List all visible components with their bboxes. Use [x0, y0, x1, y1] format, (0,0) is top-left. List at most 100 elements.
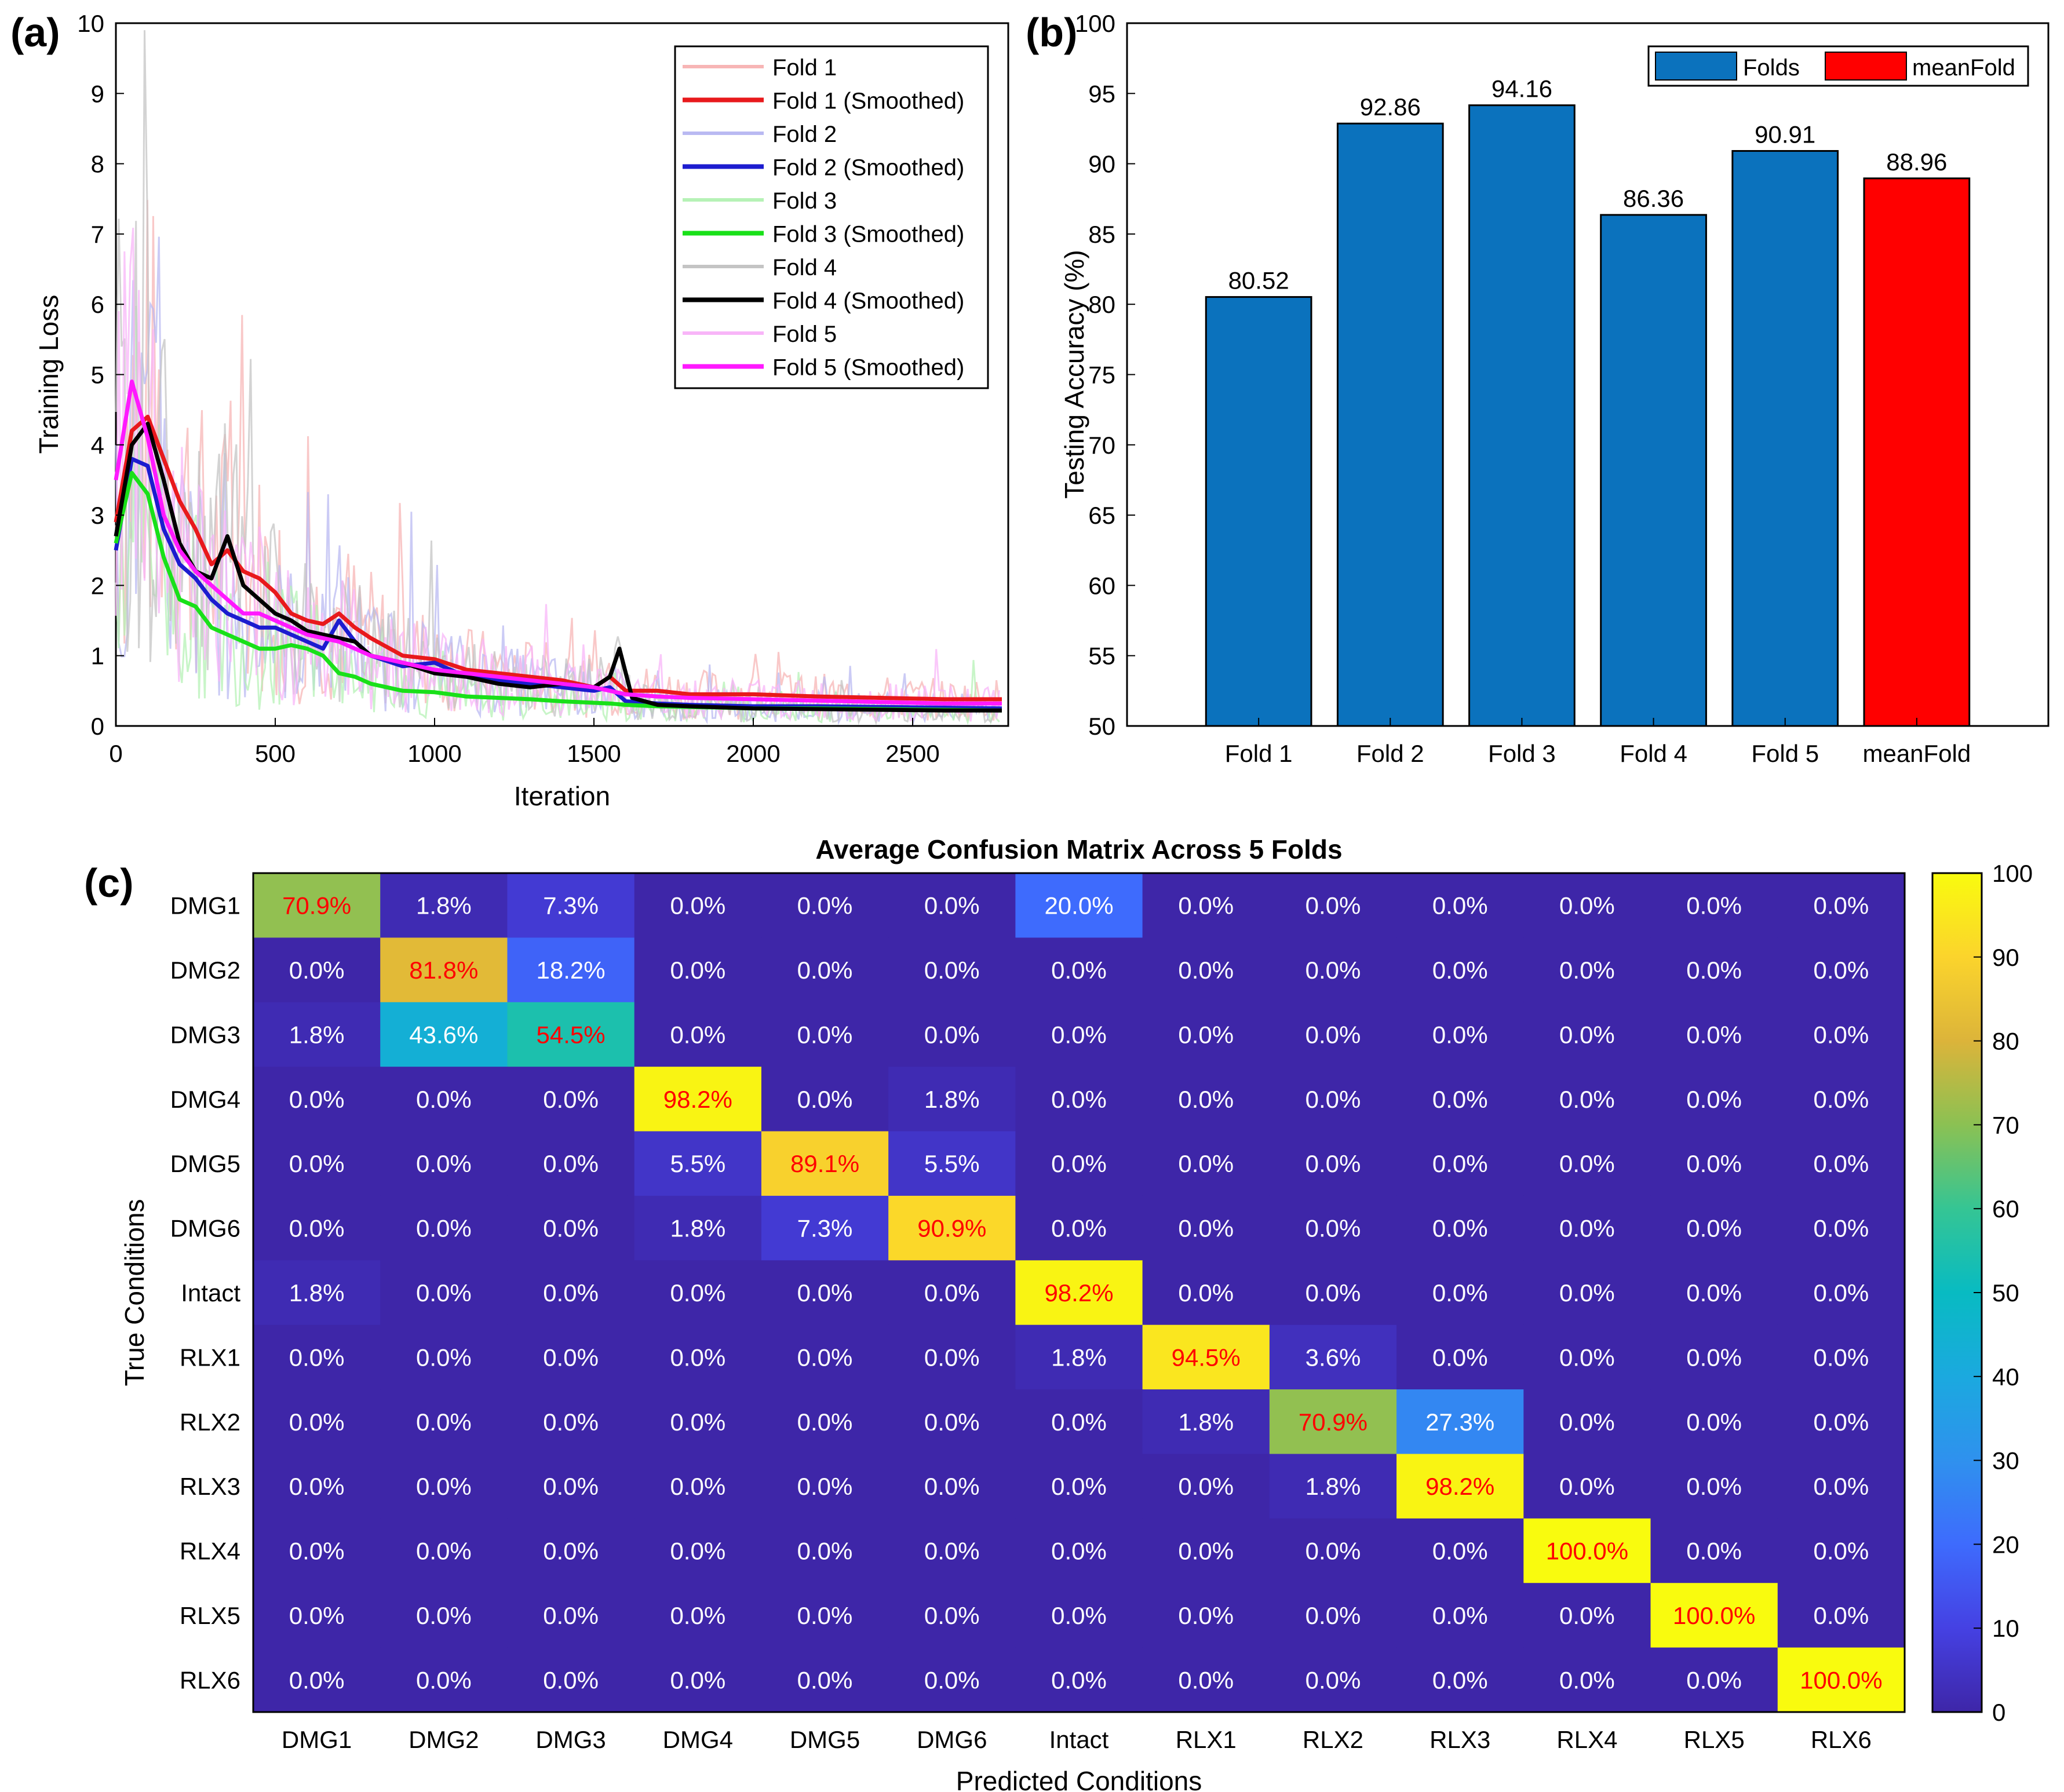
- matrix-cell: [761, 1583, 889, 1648]
- matrix-cell: [1269, 1067, 1397, 1132]
- matrix-cell: [1142, 1583, 1270, 1648]
- raw-trace-fold-5: [115, 227, 1001, 722]
- matrix-cell: [1396, 873, 1524, 938]
- matrix-cell-value: 0.0%: [416, 1408, 472, 1436]
- testing-accuracy-chart: 80.52 92.86 94.16 86.36 90.91 88.96 50 55 60 65 7…: [1059, 10, 2050, 767]
- matrix-cell-value: 0.0%: [1686, 1666, 1742, 1694]
- matrix-cell-value: 0.0%: [543, 1344, 599, 1371]
- matrix-cell: [253, 1195, 381, 1261]
- bar-value-label: 86.36: [1623, 185, 1684, 212]
- matrix-cell: [1142, 1260, 1270, 1326]
- matrix-cell: [507, 1067, 635, 1132]
- y-tick-label: 65: [1088, 502, 1115, 529]
- matrix-cell: [1396, 1389, 1524, 1454]
- matrix-cell: [507, 1454, 635, 1519]
- matrix-cell-value: 0.0%: [289, 1666, 345, 1694]
- matrix-cell-value: 0.0%: [797, 1408, 853, 1436]
- matrix-cell-value: 0.0%: [416, 1602, 472, 1629]
- matrix-cell: [253, 937, 381, 1003]
- testing-accuracy-bars: 80.52 92.86 94.16 86.36 90.91 88.96: [1205, 75, 1971, 727]
- confusion-matrix-colorbar: 0 10 20 30 40 50 60 70 80 90 100: [1931, 860, 2033, 1726]
- matrix-cell-value: 0.0%: [1814, 1473, 1869, 1500]
- matrix-cell: [1015, 1067, 1143, 1132]
- matrix-cell-value: 0.0%: [797, 1279, 853, 1306]
- matrix-cell: [1523, 1454, 1651, 1519]
- smoothed-trace-fold-5: [114, 379, 1002, 706]
- matrix-cell: [1650, 1518, 1778, 1583]
- matrix-cell: [634, 1067, 762, 1132]
- matrix-cell: [1523, 1583, 1651, 1648]
- matrix-cell-value: 0.0%: [797, 1086, 853, 1113]
- matrix-cell-value: 0.0%: [670, 1473, 725, 1500]
- matrix-cell: [1777, 937, 1905, 1003]
- matrix-cell: [1777, 1131, 1905, 1196]
- legend-label: Fold 2 (Smoothed): [772, 155, 964, 181]
- matrix-cell: [761, 1454, 889, 1519]
- colorbar-scale: [1931, 872, 1983, 1713]
- matrix-cell-value: 0.0%: [1051, 957, 1107, 984]
- matrix-cell: [1396, 1195, 1524, 1261]
- bar-fold-2: [1336, 122, 1444, 727]
- matrix-cell-value: 1.8%: [1178, 1408, 1234, 1436]
- confusion-matrix-axes-box: [252, 872, 1906, 1713]
- matrix-cell: [1269, 1002, 1397, 1067]
- matrix-cell-value: 0.0%: [1432, 892, 1488, 919]
- matrix-cell-value: 0.0%: [1432, 1602, 1488, 1629]
- panel-label-c: (c): [84, 860, 134, 906]
- matrix-cell: [1777, 1067, 1905, 1132]
- matrix-cell: [888, 1195, 1016, 1261]
- matrix-cell: [1650, 1131, 1778, 1196]
- x-tick-label: 0: [109, 740, 122, 767]
- matrix-cell: [380, 1195, 508, 1261]
- matrix-cell: [1523, 1647, 1651, 1713]
- matrix-cell: [1777, 1002, 1905, 1067]
- bar-fold-1: [1205, 296, 1312, 727]
- matrix-cell: [761, 873, 889, 938]
- matrix-cell-value: 0.0%: [289, 1602, 345, 1629]
- matrix-cell: [1269, 1195, 1397, 1261]
- matrix-cell: [761, 937, 889, 1003]
- matrix-cell-value: 0.0%: [1686, 1150, 1742, 1177]
- matrix-cell: [1015, 1389, 1143, 1454]
- matrix-cell: [1396, 1131, 1524, 1196]
- matrix-cell-value: 0.0%: [1686, 1408, 1742, 1436]
- matrix-cell-value: 0.0%: [543, 1538, 599, 1565]
- matrix-cell-value: 0.0%: [1051, 1086, 1107, 1113]
- training-loss-ylabel: Training Loss: [34, 295, 64, 454]
- matrix-cell: [1396, 937, 1524, 1003]
- matrix-cell-value: 0.0%: [1051, 1408, 1107, 1436]
- legend-label: Fold 3 (Smoothed): [772, 222, 964, 247]
- matrix-cell: [761, 1067, 889, 1132]
- matrix-cell-value: 0.0%: [416, 1086, 472, 1113]
- matrix-cell-value: 0.0%: [1178, 1473, 1234, 1500]
- matrix-cell: [1269, 1583, 1397, 1648]
- y-tick-label: 2: [91, 572, 104, 599]
- matrix-cell: [1650, 873, 1778, 938]
- matrix-cell: [1269, 1260, 1397, 1326]
- row-label: DMG1: [170, 892, 240, 919]
- matrix-cell: [253, 1454, 381, 1519]
- matrix-cell: [888, 1324, 1016, 1390]
- matrix-cell: [380, 937, 508, 1003]
- matrix-cell-value: 0.0%: [1559, 1344, 1615, 1371]
- matrix-cell: [253, 1131, 381, 1196]
- matrix-cell-value: 0.0%: [289, 957, 345, 984]
- matrix-cell: [634, 1002, 762, 1067]
- legend-swatch-meanfold: [1825, 52, 1907, 81]
- matrix-cell-value: 1.8%: [924, 1086, 980, 1113]
- matrix-cell: [1523, 1002, 1651, 1067]
- x-tick-label: Fold 5: [1751, 740, 1819, 767]
- matrix-cell-value: 0.0%: [1432, 957, 1488, 984]
- y-tick-label: 75: [1088, 362, 1115, 389]
- x-tick-label: 2000: [726, 740, 780, 767]
- matrix-cell: [1015, 1518, 1143, 1583]
- y-tick-label: 80: [1088, 291, 1115, 318]
- matrix-cell: [1777, 1518, 1905, 1583]
- training-loss-legend-box: [674, 45, 989, 389]
- matrix-cell-value: 0.0%: [416, 1666, 472, 1694]
- matrix-cell: [1015, 1131, 1143, 1196]
- matrix-cell-value: 0.0%: [670, 1538, 725, 1565]
- matrix-cell-value: 98.2%: [1044, 1279, 1113, 1306]
- matrix-cell-value: 0.0%: [1686, 1279, 1742, 1306]
- panel-label-b: (b): [1026, 10, 1077, 55]
